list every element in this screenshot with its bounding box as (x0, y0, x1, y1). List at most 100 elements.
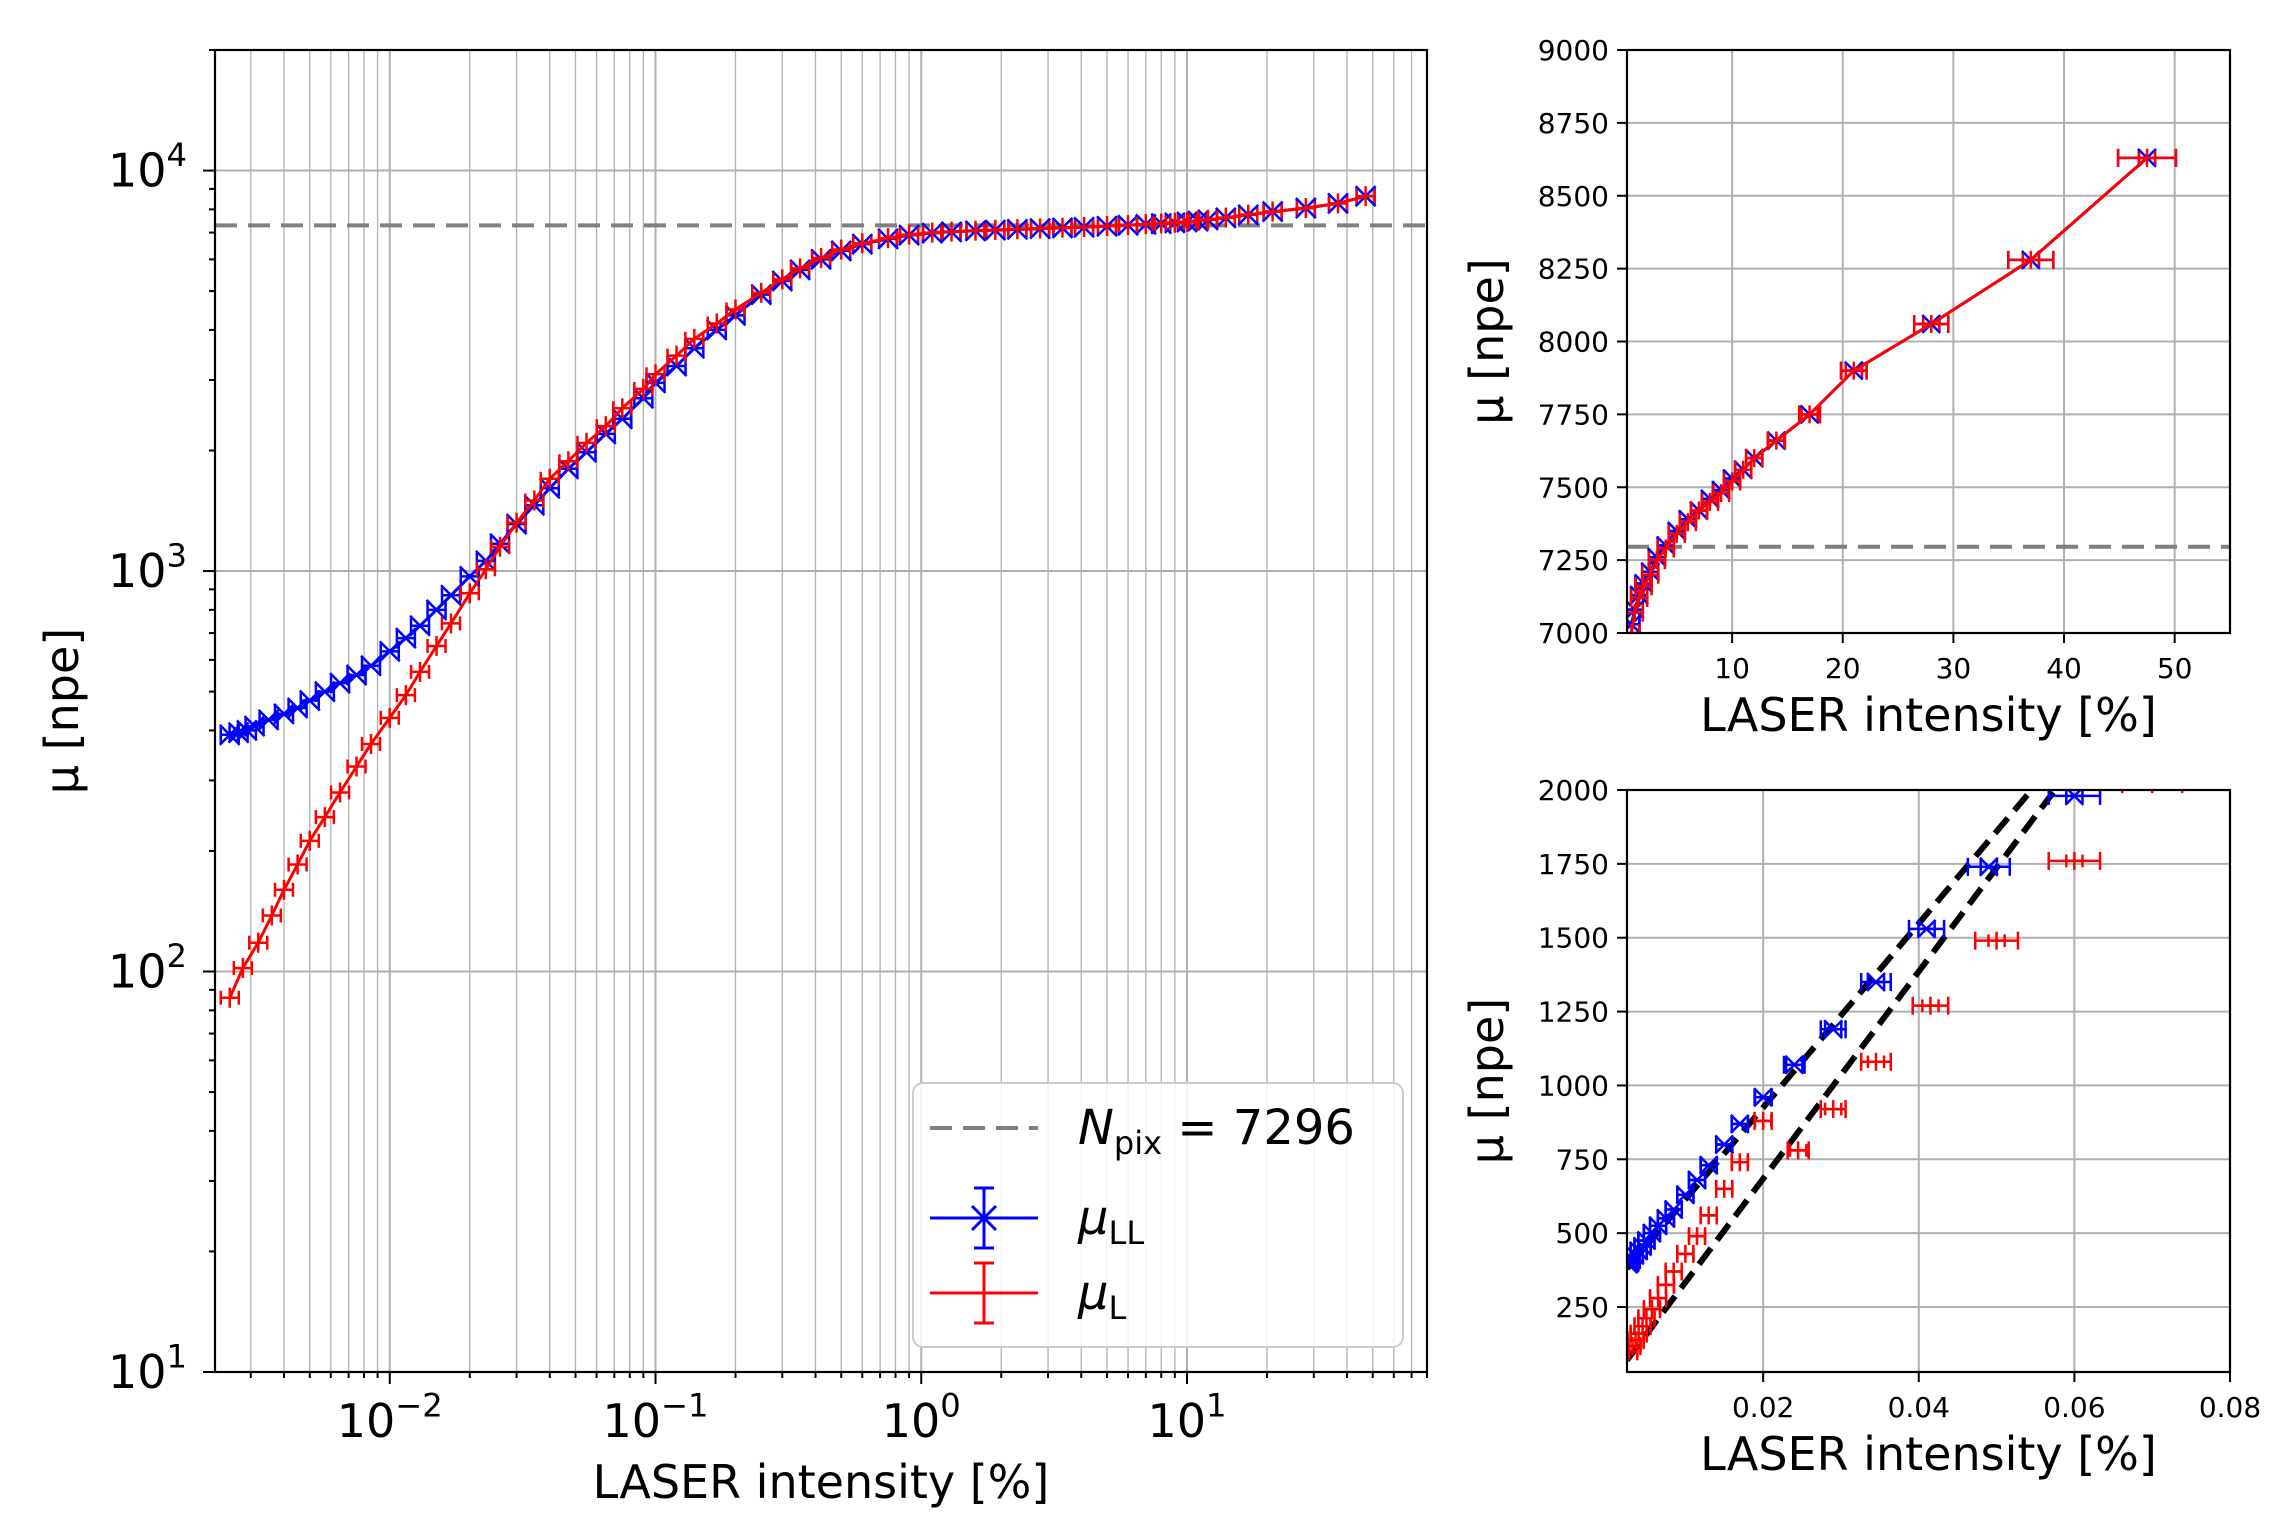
data-point (2064, 790, 2085, 806)
y-tick-label: 8000 (1538, 326, 1609, 359)
legend-label: Npix = 7296 (1078, 1100, 1355, 1162)
y-tick-label: 8250 (1538, 253, 1609, 286)
data-point (1676, 1244, 1695, 1263)
data-point (985, 219, 1006, 240)
data-point (1823, 1019, 1844, 1040)
x-tick-label: 0.08 (2199, 1391, 2261, 1424)
data-point (1215, 207, 1237, 228)
data-point (1663, 1199, 1684, 1220)
legend-entry: Npix = 7296 (930, 1100, 1355, 1162)
data-point (684, 328, 705, 349)
plot-area (1627, 790, 2184, 1362)
data-point (1784, 1054, 1805, 1075)
data-point (898, 224, 920, 245)
data-point (941, 221, 962, 242)
data-point (287, 854, 308, 875)
data-point (475, 559, 497, 580)
data-point (506, 512, 527, 533)
y-tick-label: 7000 (1538, 617, 1609, 650)
data-point (1744, 449, 1764, 468)
data-point (1629, 1324, 1649, 1343)
y-tick-label: 750 (1556, 1143, 1609, 1176)
data-point (1073, 216, 1095, 237)
data-point (1237, 204, 1259, 225)
x-tick-label: 10−1 (603, 1386, 709, 1448)
legend-entry: μL (930, 1261, 1127, 1327)
data-point (633, 378, 654, 399)
data-point (1642, 1300, 1662, 1319)
data-point (706, 313, 727, 334)
data-point (329, 782, 351, 803)
data-point (1634, 577, 1653, 596)
linear-fit-line (1627, 790, 2058, 1362)
x-tick-label: 101 (1147, 1386, 1226, 1448)
data-point (1675, 1184, 1696, 1205)
y-tick-label: 7750 (1538, 398, 1609, 431)
y-axis-label: μ [npe] (35, 628, 89, 794)
lower-right-linear-fit-plot: 0.02 0.04 0.06 0.08 250 500 750 1000 1250 1500 175… (1460, 774, 2261, 1481)
data-point (273, 879, 295, 900)
plot-area (1627, 147, 2230, 633)
x-tick-label: 20 (1825, 652, 1861, 685)
data-point (539, 468, 560, 489)
data-point (1823, 1100, 1843, 1119)
data-point (831, 239, 852, 260)
data-point (2065, 851, 2084, 870)
data-point (1633, 1317, 1652, 1336)
grid (203, 49, 1428, 1384)
y-tick-label: 7500 (1538, 471, 1609, 504)
plot-frame (1625, 48, 2232, 635)
data-point (1733, 460, 1753, 479)
data-point (1753, 1087, 1774, 1108)
x-tick-label: 0.04 (1888, 1391, 1950, 1424)
data-point (1978, 856, 1999, 877)
data-point (1767, 431, 1786, 450)
series-mu-ll (1627, 790, 2102, 1275)
upper-right-zoom-plot: 10 20 30 40 50 7000 7250 7500 7750 8000 8250 8500 87… (1460, 34, 2232, 742)
data-point (1052, 217, 1073, 238)
legend-label: μL (1077, 1265, 1127, 1327)
data-point (852, 233, 873, 254)
data-point (1656, 539, 1676, 558)
data-point (965, 220, 986, 241)
y-tick-label: 103 (108, 536, 187, 598)
x-axis-label: LASER intensity [%] (1700, 688, 2157, 742)
y-tick-label: 1750 (1538, 848, 1609, 881)
data-point (247, 932, 269, 953)
data-point (2021, 250, 2041, 269)
data-point (1800, 405, 1819, 424)
y-tick-label: 8500 (1538, 180, 1609, 213)
grid (1617, 789, 2231, 1382)
series-mu-l (1627, 790, 2184, 1361)
data-point (1029, 218, 1051, 239)
grid (1617, 49, 2230, 643)
data-point (1678, 513, 1698, 532)
data-point (666, 345, 687, 366)
data-point (1327, 193, 1349, 214)
data-point (395, 685, 417, 706)
y-tick-label: 1500 (1538, 922, 1609, 955)
data-point (2137, 148, 2157, 167)
data-point (1722, 472, 1742, 491)
data-point (1844, 361, 1864, 380)
data-point (1788, 1141, 1808, 1160)
y-tick-label: 1000 (1538, 1069, 1609, 1102)
data-point (346, 756, 367, 777)
data-point (751, 282, 772, 303)
legend: Npix = 7296 μLL μL (912, 1082, 1404, 1348)
data-point (1640, 565, 1660, 584)
x-axis-label: LASER intensity [%] (593, 1455, 1050, 1509)
data-point (1664, 1262, 1684, 1281)
data-point (345, 664, 368, 686)
x-tick-label: 100 (882, 1386, 961, 1448)
data-point (1689, 501, 1709, 520)
data-point (261, 905, 283, 926)
x-tick-label: 30 (1936, 652, 1972, 685)
y-tick-label: 500 (1556, 1217, 1609, 1250)
data-point (1687, 1227, 1707, 1246)
data-point (1698, 1155, 1719, 1176)
legend-label: μLL (1077, 1190, 1144, 1252)
data-point (1753, 1111, 1773, 1130)
y-tick-label: 1250 (1538, 996, 1609, 1029)
data-point (1007, 219, 1028, 240)
